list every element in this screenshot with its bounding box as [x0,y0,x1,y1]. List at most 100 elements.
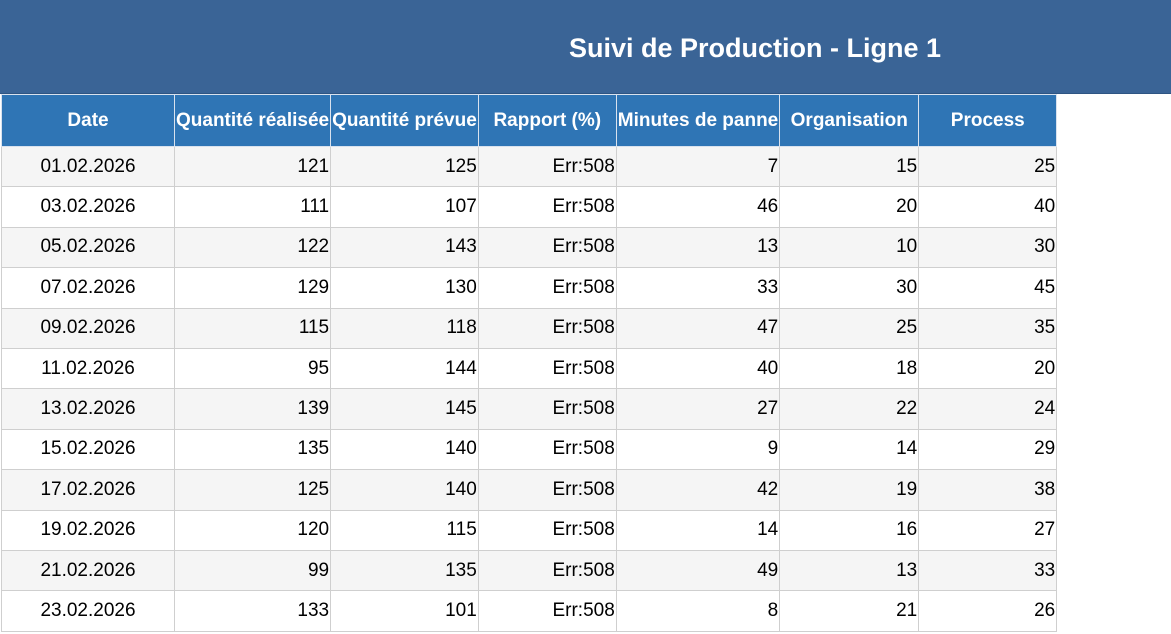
cell-quantite-realisee[interactable]: 121 [173,145,332,188]
cell-minutes-de-panne[interactable]: 9 [615,428,781,471]
cell-date[interactable]: 03.02.2026 [1,186,175,228]
cell-process[interactable]: 45 [918,267,1058,309]
cell-rapport[interactable]: Err:508 [477,267,617,309]
cell-quantite-realisee[interactable]: 120 [173,509,332,551]
cell-process[interactable]: 20 [918,347,1058,390]
cell-quantite-prevue[interactable]: 115 [330,509,479,551]
title-banner[interactable]: Suivi de Production - Ligne 1 [0,0,1171,94]
cell-process[interactable]: 38 [918,469,1058,511]
cell-minutes-de-panne[interactable]: 13 [615,226,781,269]
cell-rapport[interactable]: Err:508 [477,469,617,511]
cell-date[interactable]: 07.02.2026 [1,267,175,309]
cell-quantite-realisee[interactable]: 135 [173,428,332,471]
cell-date[interactable]: 17.02.2026 [1,469,175,511]
cell-quantite-prevue[interactable]: 125 [330,145,479,188]
column-header-minutes-de-panne[interactable]: Minutes de panne [615,94,781,147]
table-row: 03.02.2026 111 107 Err:508 46 20 40 [1,186,1058,228]
cell-organisation[interactable]: 30 [779,267,920,309]
cell-minutes-de-panne[interactable]: 49 [615,549,781,592]
cell-quantite-prevue[interactable]: 140 [330,428,479,471]
cell-date[interactable]: 15.02.2026 [1,428,175,471]
cell-quantite-prevue[interactable]: 144 [330,347,479,390]
table-row: 07.02.2026 129 130 Err:508 33 30 45 [1,267,1058,309]
cell-quantite-realisee[interactable]: 111 [173,186,332,228]
cell-minutes-de-panne[interactable]: 47 [615,307,781,349]
cell-quantite-realisee[interactable]: 129 [173,267,332,309]
cell-quantite-prevue[interactable]: 143 [330,226,479,269]
cell-organisation[interactable]: 22 [779,388,920,430]
cell-quantite-realisee[interactable]: 115 [173,307,332,349]
cell-organisation[interactable]: 10 [779,226,920,269]
cell-quantite-prevue[interactable]: 145 [330,388,479,430]
cell-organisation[interactable]: 14 [779,428,920,471]
cell-organisation[interactable]: 16 [779,509,920,551]
cell-date[interactable]: 11.02.2026 [1,347,175,390]
cell-minutes-de-panne[interactable]: 8 [615,590,781,632]
cell-date[interactable]: 19.02.2026 [1,509,175,551]
cell-rapport[interactable]: Err:508 [477,428,617,471]
table-row: 11.02.2026 95 144 Err:508 40 18 20 [1,347,1058,390]
cell-process[interactable]: 35 [918,307,1058,349]
cell-date[interactable]: 13.02.2026 [1,388,175,430]
sheet-title: Suivi de Production - Ligne 1 [569,33,942,63]
cell-process[interactable]: 30 [918,226,1058,269]
table-body: 01.02.2026 121 125 Err:508 7 15 25 03.02.2026 11… [1,145,1058,632]
cell-date[interactable]: 01.02.2026 [1,145,175,188]
column-header-process[interactable]: Process [918,94,1058,147]
cell-organisation[interactable]: 13 [779,549,920,592]
cell-minutes-de-panne[interactable]: 40 [615,347,781,390]
cell-organisation[interactable]: 21 [779,590,920,632]
cell-process[interactable]: 29 [918,428,1058,471]
cell-minutes-de-panne[interactable]: 46 [615,186,781,228]
cell-rapport[interactable]: Err:508 [477,509,617,551]
cell-rapport[interactable]: Err:508 [477,388,617,430]
cell-quantite-realisee[interactable]: 99 [173,549,332,592]
cell-rapport[interactable]: Err:508 [477,145,617,188]
cell-quantite-prevue[interactable]: 101 [330,590,479,632]
cell-process[interactable]: 33 [918,549,1058,592]
cell-date[interactable]: 21.02.2026 [1,549,175,592]
cell-quantite-prevue[interactable]: 140 [330,469,479,511]
table-row: 15.02.2026 135 140 Err:508 9 14 29 [1,428,1058,471]
cell-quantite-realisee[interactable]: 139 [173,388,332,430]
cell-organisation[interactable]: 19 [779,469,920,511]
cell-quantite-prevue[interactable]: 107 [330,186,479,228]
cell-minutes-de-panne[interactable]: 42 [615,469,781,511]
cell-organisation[interactable]: 20 [779,186,920,228]
cell-rapport[interactable]: Err:508 [477,549,617,592]
cell-quantite-prevue[interactable]: 118 [330,307,479,349]
cell-minutes-de-panne[interactable]: 7 [615,145,781,188]
cell-minutes-de-panne[interactable]: 14 [615,509,781,551]
cell-rapport[interactable]: Err:508 [477,226,617,269]
cell-minutes-de-panne[interactable]: 33 [615,267,781,309]
cell-rapport[interactable]: Err:508 [477,307,617,349]
cell-date[interactable]: 09.02.2026 [1,307,175,349]
cell-organisation[interactable]: 25 [779,307,920,349]
cell-quantite-prevue[interactable]: 135 [330,549,479,592]
cell-organisation[interactable]: 18 [779,347,920,390]
cell-minutes-de-panne[interactable]: 27 [615,388,781,430]
column-header-quantite-prevue[interactable]: Quantité prévue [330,94,479,147]
cell-quantite-realisee[interactable]: 133 [173,590,332,632]
column-header-rapport[interactable]: Rapport (%) [477,94,617,147]
cell-rapport[interactable]: Err:508 [477,347,617,390]
cell-process[interactable]: 27 [918,509,1058,551]
cell-date[interactable]: 05.02.2026 [1,226,175,269]
cell-process[interactable]: 25 [918,145,1058,188]
cell-date[interactable]: 23.02.2026 [1,590,175,632]
cell-process[interactable]: 24 [918,388,1058,430]
cell-quantite-prevue[interactable]: 130 [330,267,479,309]
production-table: Date Quantité réalisée Quantité prévue R… [1,94,1058,632]
cell-rapport[interactable]: Err:508 [477,186,617,228]
cell-quantite-realisee[interactable]: 125 [173,469,332,511]
table-row: 05.02.2026 122 143 Err:508 13 10 30 [1,226,1058,269]
cell-rapport[interactable]: Err:508 [477,590,617,632]
column-header-date[interactable]: Date [1,94,175,147]
column-header-organisation[interactable]: Organisation [779,94,920,147]
cell-process[interactable]: 26 [918,590,1058,632]
cell-quantite-realisee[interactable]: 95 [173,347,332,390]
cell-organisation[interactable]: 15 [779,145,920,188]
cell-process[interactable]: 40 [918,186,1058,228]
column-header-quantite-realisee[interactable]: Quantité réalisée [173,94,332,147]
cell-quantite-realisee[interactable]: 122 [173,226,332,269]
